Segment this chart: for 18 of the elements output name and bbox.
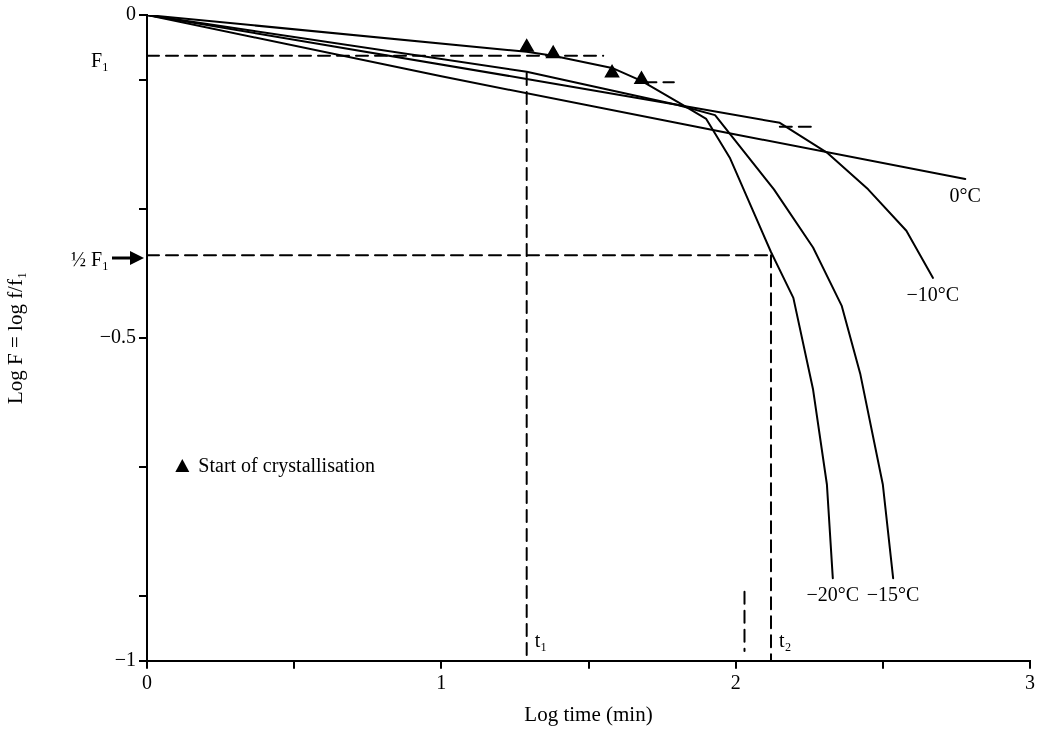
- y-tick-label: 0: [126, 2, 136, 25]
- y-axis-title: Log F = log f/f₁: [3, 271, 28, 405]
- x-tick-label: 1: [436, 671, 447, 694]
- annotation: ½ F₁: [70, 248, 109, 271]
- x-tick-label: 0: [142, 671, 152, 694]
- x-tick-label: 2: [730, 671, 741, 694]
- annotation: t₂: [778, 628, 792, 651]
- y-tick-label: −1: [114, 648, 136, 671]
- x-tick-label: 3: [1025, 671, 1035, 694]
- annotation: F₁: [90, 48, 109, 71]
- series-label: −15°C: [866, 583, 920, 606]
- legend-label: Start of crystallisation: [198, 454, 375, 478]
- x-axis-title: Log time (min): [524, 701, 653, 726]
- series-label: −10°C: [906, 283, 960, 306]
- y-tick-label: −0.5: [99, 325, 136, 348]
- series-label: 0°C: [949, 184, 981, 207]
- annotation: t₁: [534, 628, 548, 651]
- series-label: −20°C: [806, 583, 860, 606]
